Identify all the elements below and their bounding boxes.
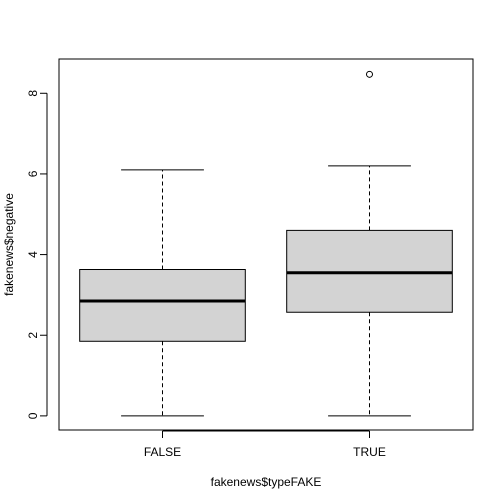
box-group [79, 70, 453, 417]
y-tick-label: 8 [26, 90, 40, 97]
y-tick-label: 0 [26, 412, 40, 419]
x-axis: FALSE TRUE [144, 430, 386, 459]
box-true [286, 70, 453, 417]
y-tick-label: 6 [26, 170, 40, 177]
box-false [79, 169, 246, 417]
plot-frame [58, 58, 474, 431]
y-tick-label: 2 [26, 332, 40, 339]
y-axis: 0 2 4 6 8 [26, 90, 48, 419]
y-axis-label: fakenews$negative [2, 193, 16, 296]
y-tick-label: 4 [26, 251, 40, 258]
iqr-box [79, 269, 246, 342]
x-axis-label: fakenews$typeFAKE [211, 475, 322, 489]
x-tick-label: TRUE [353, 445, 386, 459]
outlier-point [366, 70, 373, 78]
x-tick-label: FALSE [144, 445, 181, 459]
